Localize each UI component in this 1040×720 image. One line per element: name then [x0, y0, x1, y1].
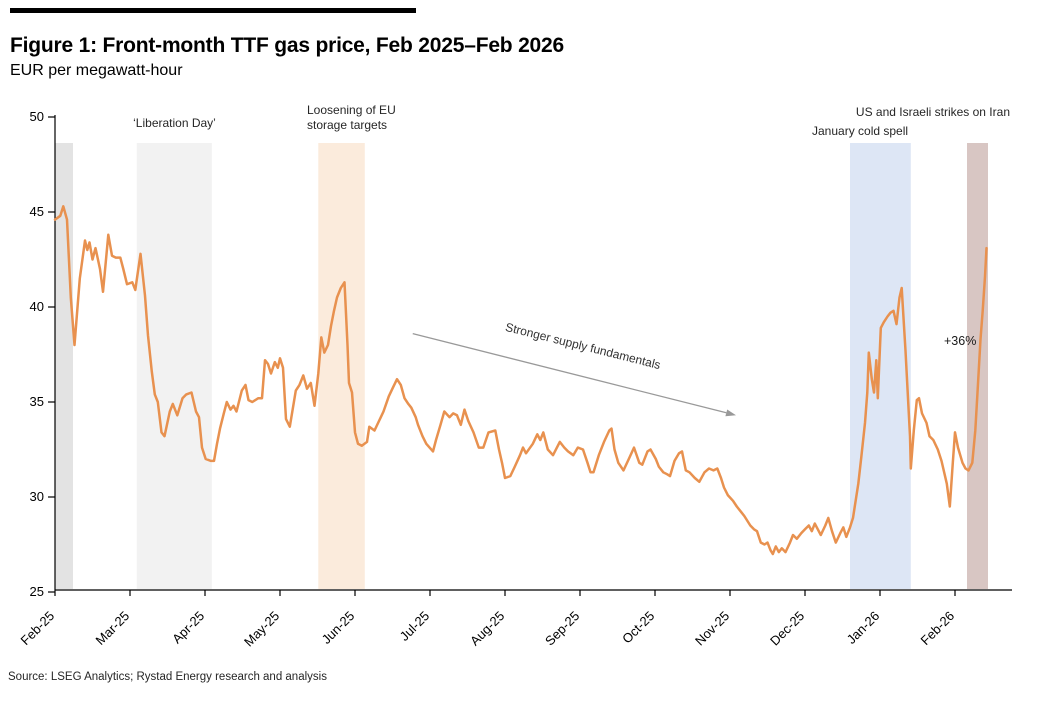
- annotation-liberation-day: ‘Liberation Day’: [133, 116, 216, 130]
- y-tick-label: 35: [29, 394, 44, 409]
- y-tick-label: 25: [29, 584, 44, 599]
- price-line: [53, 205, 988, 556]
- band-iran-strikes: [967, 143, 988, 589]
- y-tick-label: 50: [29, 109, 44, 124]
- annotation-cold-spell: January cold spell: [812, 124, 909, 138]
- annotation-pct-change: +36%: [944, 334, 977, 348]
- y-tick-label: 40: [29, 299, 44, 314]
- band-liberation-day: [136, 143, 212, 589]
- annotation-storage-targets: Loosening of EU storage targets: [307, 103, 396, 132]
- figure-title: Figure 1: Front-month TTF gas price, Feb…: [10, 34, 564, 57]
- figure-subtitle: EUR per megawatt-hour: [10, 62, 183, 79]
- annotation-iran-strikes: US and Israeli strikes on Iran: [855, 105, 1010, 119]
- band-eu-storage: [318, 143, 365, 589]
- trend-arrow: [412, 332, 727, 414]
- figure-top-bar: [10, 8, 416, 13]
- source-note: Source: LSEG Analytics; Rystad Energy re…: [8, 671, 327, 683]
- y-tick-label: 30: [29, 489, 44, 504]
- trend-arrow-head: [725, 409, 736, 417]
- y-tick-label: 45: [29, 204, 44, 219]
